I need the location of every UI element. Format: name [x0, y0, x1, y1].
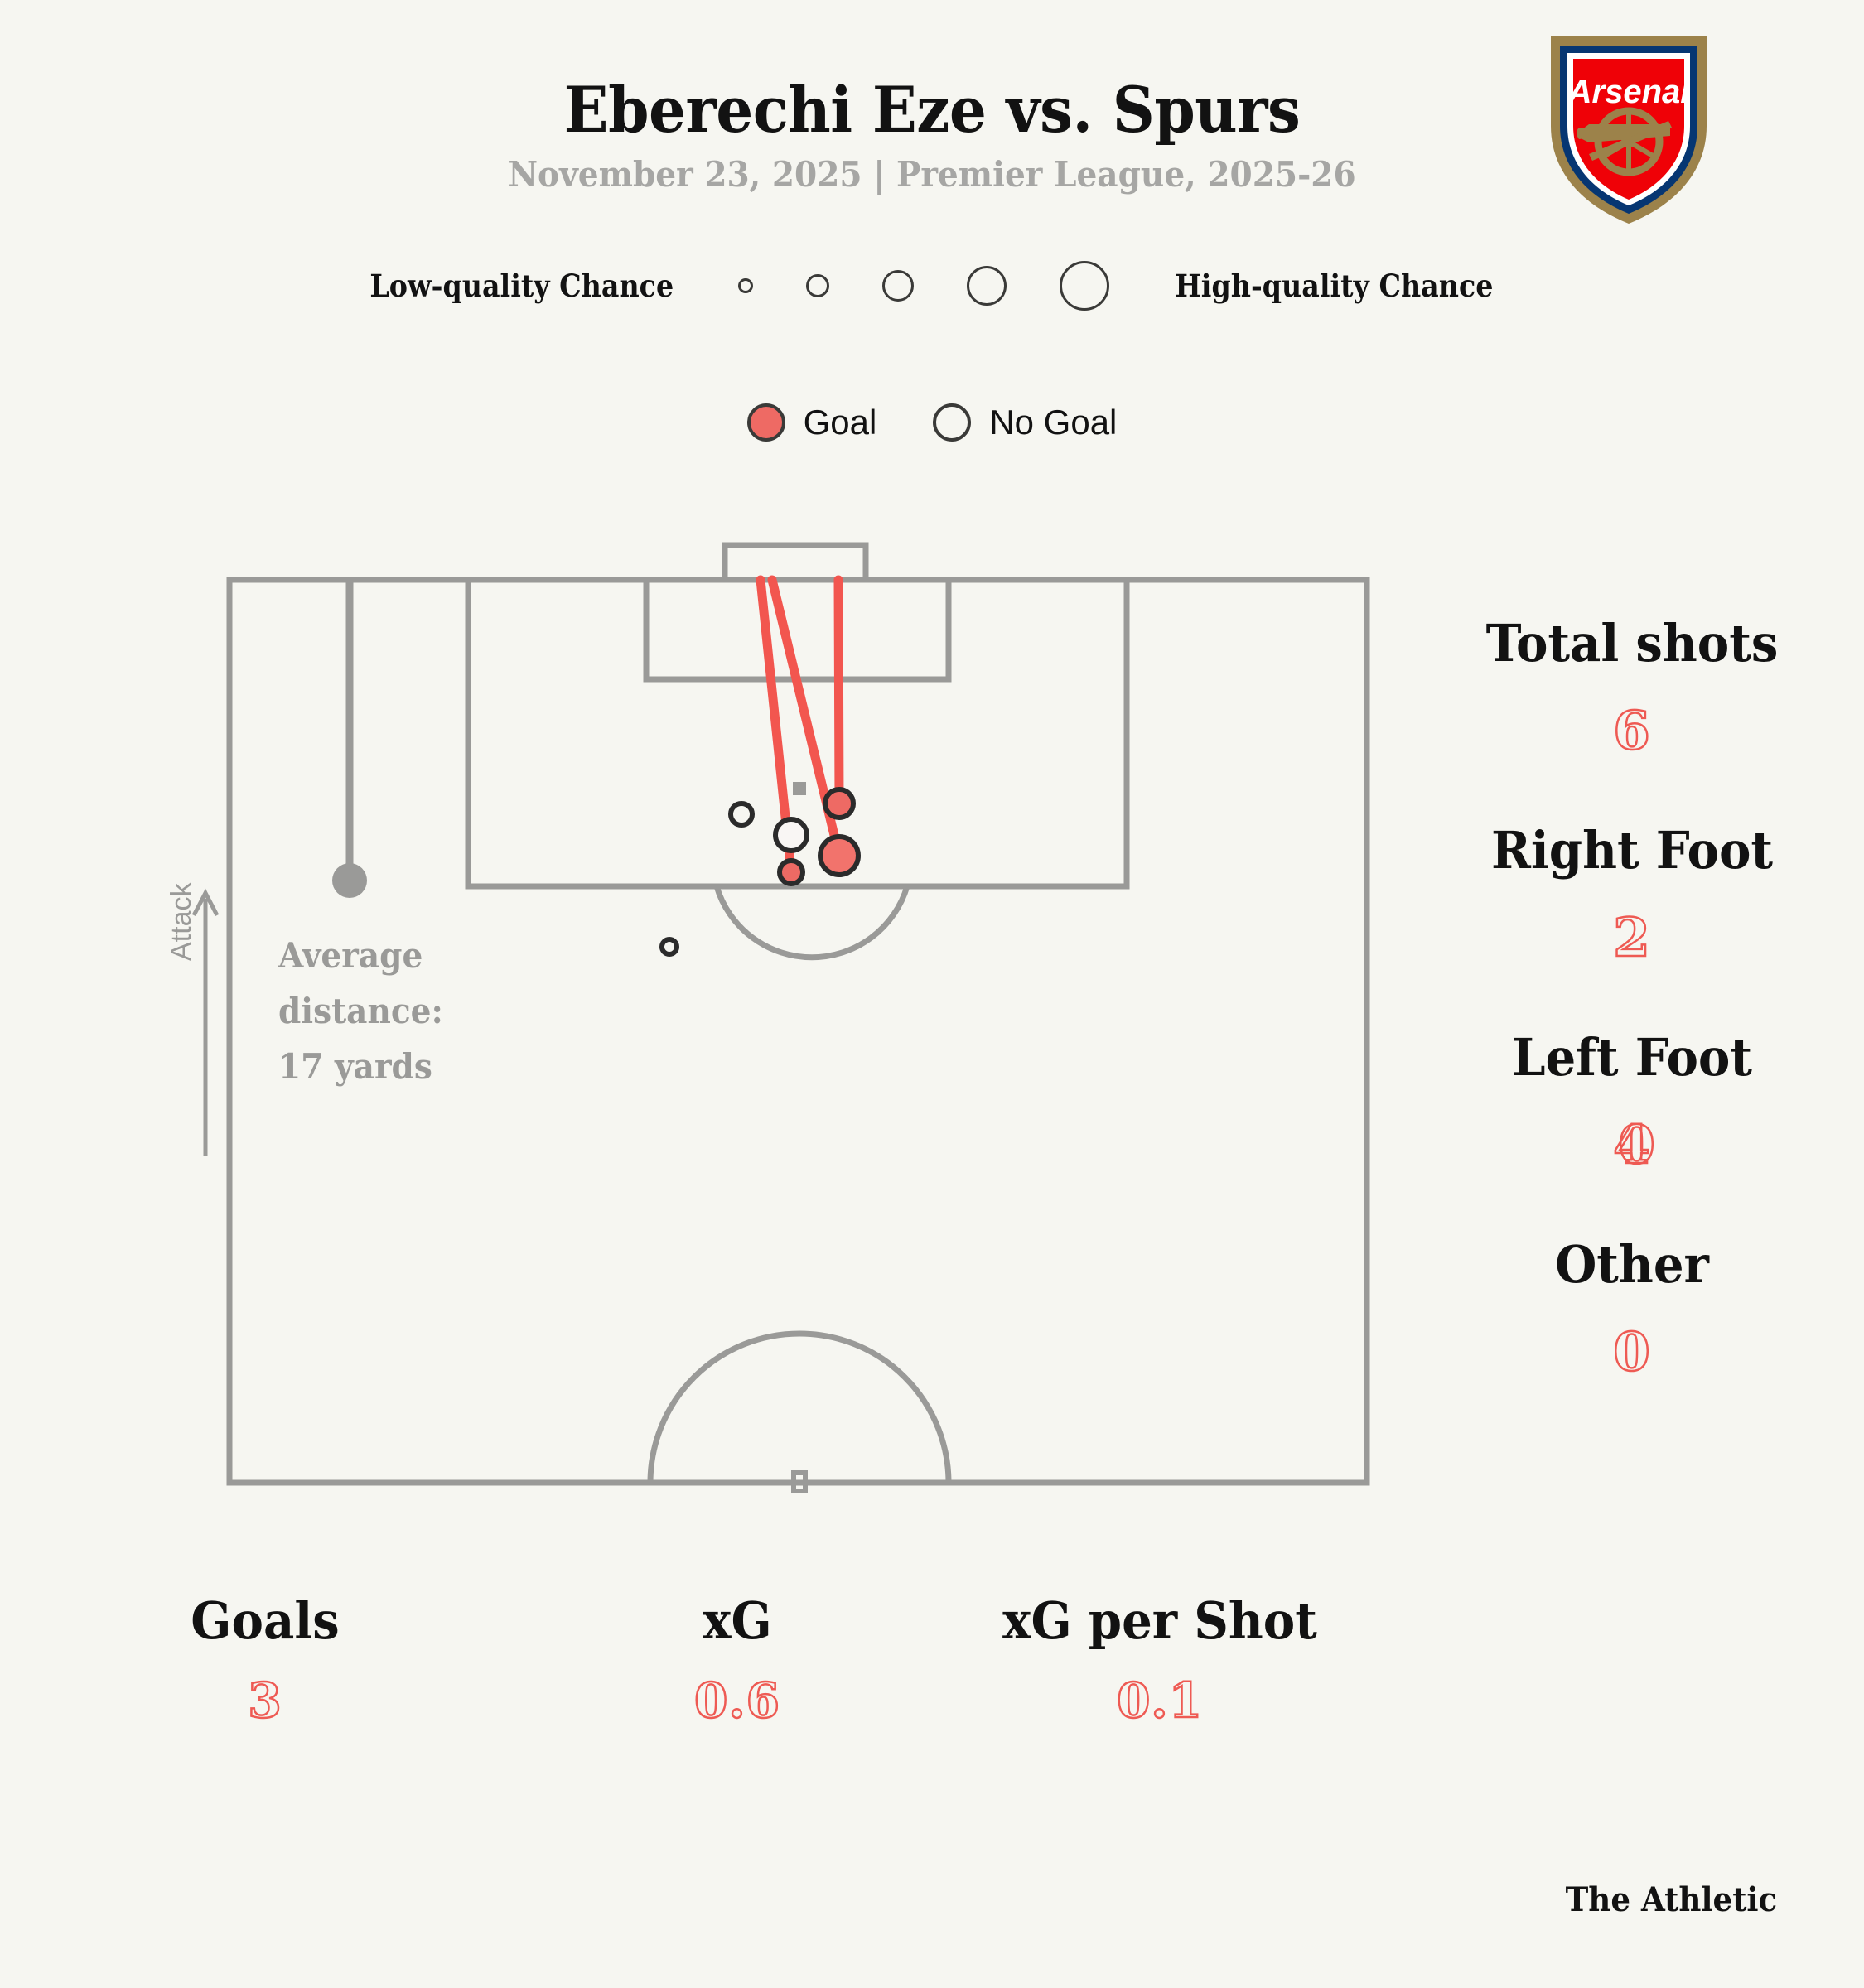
- stat-value: 4 0: [1408, 1113, 1856, 1178]
- the-athletic-logo: The Athletic: [1565, 1880, 1778, 1919]
- average-distance-annotation: Average distance: 17 yards: [278, 928, 502, 1094]
- chance-quality-legend: Low-quality Chance High-quality Chance: [0, 248, 1864, 323]
- legend-no-goal-label: No Goal: [989, 403, 1118, 442]
- stats-bottom-row: Goals 3 xG 0.6 xG per Shot 0.1: [0, 1590, 1408, 1756]
- legend-size-marker-3: [882, 270, 915, 302]
- stat-label: Right Foot: [1490, 820, 1774, 881]
- goal-outcome-legend: Goal No Goal: [0, 389, 1864, 456]
- page-subtitle: November 23, 2025 | Premier League, 2025…: [508, 154, 1356, 195]
- shot-marker-no-goal[interactable]: [728, 801, 755, 828]
- legend-goal-item: Goal: [746, 403, 877, 442]
- legend-size-marker-5: [1060, 261, 1110, 311]
- shot-marker-goal[interactable]: [777, 858, 805, 886]
- stat-other: Other 0: [1408, 1234, 1856, 1385]
- shot-marker-no-goal[interactable]: [659, 937, 679, 957]
- stat-xg-per-shot: xG per Shot 0.1: [928, 1590, 1392, 1730]
- legend-high-quality-label: High-quality Chance: [1175, 268, 1494, 304]
- stat-xg: xG 0.6: [630, 1590, 845, 1730]
- stat-total-shots: Total shots 6: [1408, 613, 1856, 764]
- average-distance-line-2: distance:: [278, 991, 443, 1031]
- stat-value: 0.6: [693, 1672, 780, 1730]
- stat-label: Goals: [191, 1590, 340, 1651]
- average-distance-line-1: Average: [278, 935, 423, 976]
- stat-label: Other: [1555, 1234, 1709, 1295]
- penalty-area: [465, 580, 1130, 890]
- stat-value-secondary: 0: [1617, 1113, 1656, 1178]
- centre-spot: [791, 1470, 808, 1493]
- pitch-lines: [226, 542, 1370, 1486]
- stat-right-foot: Right Foot 2: [1408, 820, 1856, 971]
- shot-marker-goal[interactable]: [818, 834, 861, 877]
- shot-markers: [659, 787, 861, 957]
- shot-marker-no-goal[interactable]: [773, 817, 809, 853]
- svg-text:Arsenal: Arsenal: [1567, 74, 1691, 110]
- goal-frame: [722, 542, 869, 580]
- average-distance-marker: [332, 863, 367, 898]
- penalty-spot: [793, 782, 806, 795]
- stat-value: 2: [1612, 906, 1651, 971]
- stat-value-primary: 4: [1612, 1113, 1651, 1178]
- arsenal-crest-icon: Arsenal: [1546, 28, 1712, 227]
- stat-value: 0.1: [1116, 1672, 1203, 1730]
- legend-goal-label: Goal: [803, 403, 877, 442]
- legend-no-goal-item: No Goal: [933, 403, 1117, 442]
- stat-label: Left Foot: [1511, 1027, 1753, 1088]
- attack-arrow-icon: [191, 888, 220, 1156]
- stat-label: xG per Shot: [1002, 1590, 1317, 1651]
- centre-circle: [647, 1330, 952, 1484]
- page-title: Eberechi Eze vs. Spurs: [563, 73, 1301, 147]
- no-goal-marker-icon: [933, 403, 972, 442]
- goal-marker-icon: [746, 403, 785, 442]
- pitch-outline: [226, 577, 1370, 1486]
- stat-left-foot: Left Foot 4 0: [1408, 1027, 1856, 1178]
- stat-value: 3: [247, 1672, 282, 1730]
- stat-label: Total shots: [1485, 613, 1779, 673]
- stat-value: 6: [1612, 699, 1651, 764]
- legend-size-marker-1: [738, 278, 754, 293]
- attack-axis-label: Attack: [166, 882, 197, 961]
- average-distance-line-3: 17 yards: [278, 1046, 432, 1087]
- shot-marker-goal[interactable]: [823, 787, 856, 820]
- legend-low-quality-label: Low-quality Chance: [369, 268, 674, 304]
- six-yard-box: [643, 580, 952, 683]
- legend-size-marker-2: [806, 274, 830, 297]
- stat-goals: Goals 3: [141, 1590, 389, 1730]
- stat-value-overlapped: 4 0: [1612, 1113, 1656, 1178]
- trajectory-goal-2: [833, 575, 844, 808]
- stat-value: 0: [1612, 1320, 1651, 1385]
- stat-label: xG: [703, 1590, 772, 1651]
- legend-size-marker-4: [967, 266, 1007, 306]
- penalty-arc: [713, 885, 910, 961]
- legend-size-scale: [712, 261, 1136, 311]
